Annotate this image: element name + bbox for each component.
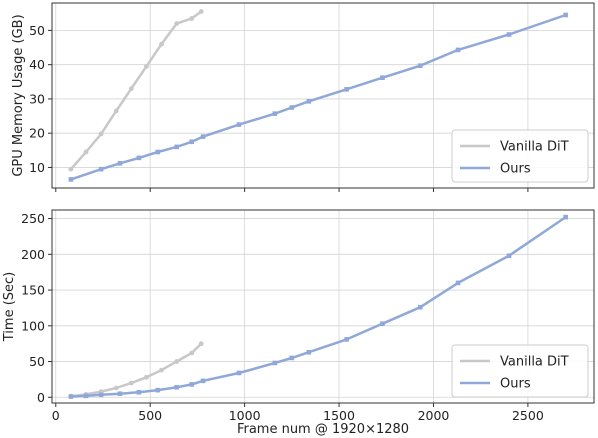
y-tick-label: 30 [29,91,45,106]
ours-point [236,122,242,127]
vanilla-dit-point [159,367,164,373]
x-axis-label: Frame num @ 1920×1280 [237,422,409,437]
vanilla-dit-point [98,131,104,137]
y-tick-label: 10 [29,160,45,175]
ours-point [563,214,568,220]
ours-point [272,360,278,366]
legend-label: Vanilla DiT [500,355,569,370]
ours-point [344,87,349,92]
ours-point [155,387,161,393]
y-tick-label: 50 [29,354,45,369]
y-axis-label: GPU Memory Usage (GB) [11,14,26,176]
ours-point [136,389,142,395]
ours-point [272,111,278,116]
vanilla-dit-point [189,16,195,21]
vanilla-dit-point [174,21,180,26]
x-tick-label: 500 [138,408,162,423]
vanilla-dit-point [128,86,134,92]
plot-frame [51,2,595,189]
ours-point [455,280,461,286]
ours-point [455,47,461,53]
vanilla-dit-point [198,9,204,14]
ours-point [68,177,74,182]
ours-point [117,391,123,397]
ours-point [289,105,295,110]
ours-point [174,144,179,150]
ours-point [98,392,104,398]
vanilla-dit-line [70,342,203,398]
y-tick-label: 40 [29,57,45,72]
y-tick-label: 250 [21,211,45,226]
y-tick-label: 0 [37,390,45,405]
y-tick-label: 50 [29,23,45,38]
ours-point [506,253,512,259]
vanilla-dit-point [189,350,195,356]
ours-point [380,321,385,326]
ours-point [380,75,385,80]
ours-point [506,32,512,37]
ours-point [236,370,242,376]
legend-label: Ours [500,162,531,177]
ours-line [70,13,567,181]
ours-point [117,161,123,166]
vanilla-dit-point [113,385,119,391]
x-tick-label: 1000 [229,408,261,423]
ours-point [306,349,312,355]
vanilla-dit-line [69,10,202,171]
ours-point [189,139,195,145]
legend-label: Vanilla DiT [500,140,569,155]
legend-label: Ours [500,377,531,392]
ours-point [563,12,568,18]
ours-point [174,384,179,390]
vanilla-dit-point [144,374,149,380]
ours-point [200,134,206,139]
vanilla-dit-point [83,149,89,155]
vanilla-dit-point [174,359,180,364]
vanilla-dit-point [128,380,134,386]
vanilla-dit-point [198,341,204,347]
x-tick-label: 1500 [323,408,355,423]
ours-point [136,155,142,161]
ours-point [155,149,161,155]
plot-frame [51,209,595,404]
ours-point [289,355,295,361]
ours-point [98,166,104,172]
x-tick-label: 2000 [418,408,450,423]
y-tick-label: 100 [21,318,45,333]
vanilla-dit-point [113,108,119,114]
y-tick-label: 150 [21,283,45,298]
ours-point [189,382,195,387]
vanilla-dit-point [68,166,74,172]
vanilla-dit-point [159,41,164,47]
ours-point [200,378,206,384]
y-tick-label: 200 [21,247,45,262]
x-tick-label: 2500 [512,408,544,423]
vanilla-dit-point [144,63,149,69]
ours-point [68,394,74,399]
ours-point [417,304,423,310]
y-axis-label: Time (Sec) [2,272,17,343]
ours-point [306,99,312,104]
y-tick-label: 20 [29,126,45,141]
x-tick-label: 0 [52,408,60,423]
ours-point [417,63,423,68]
ours-point [83,393,89,399]
ours-point [344,337,349,342]
